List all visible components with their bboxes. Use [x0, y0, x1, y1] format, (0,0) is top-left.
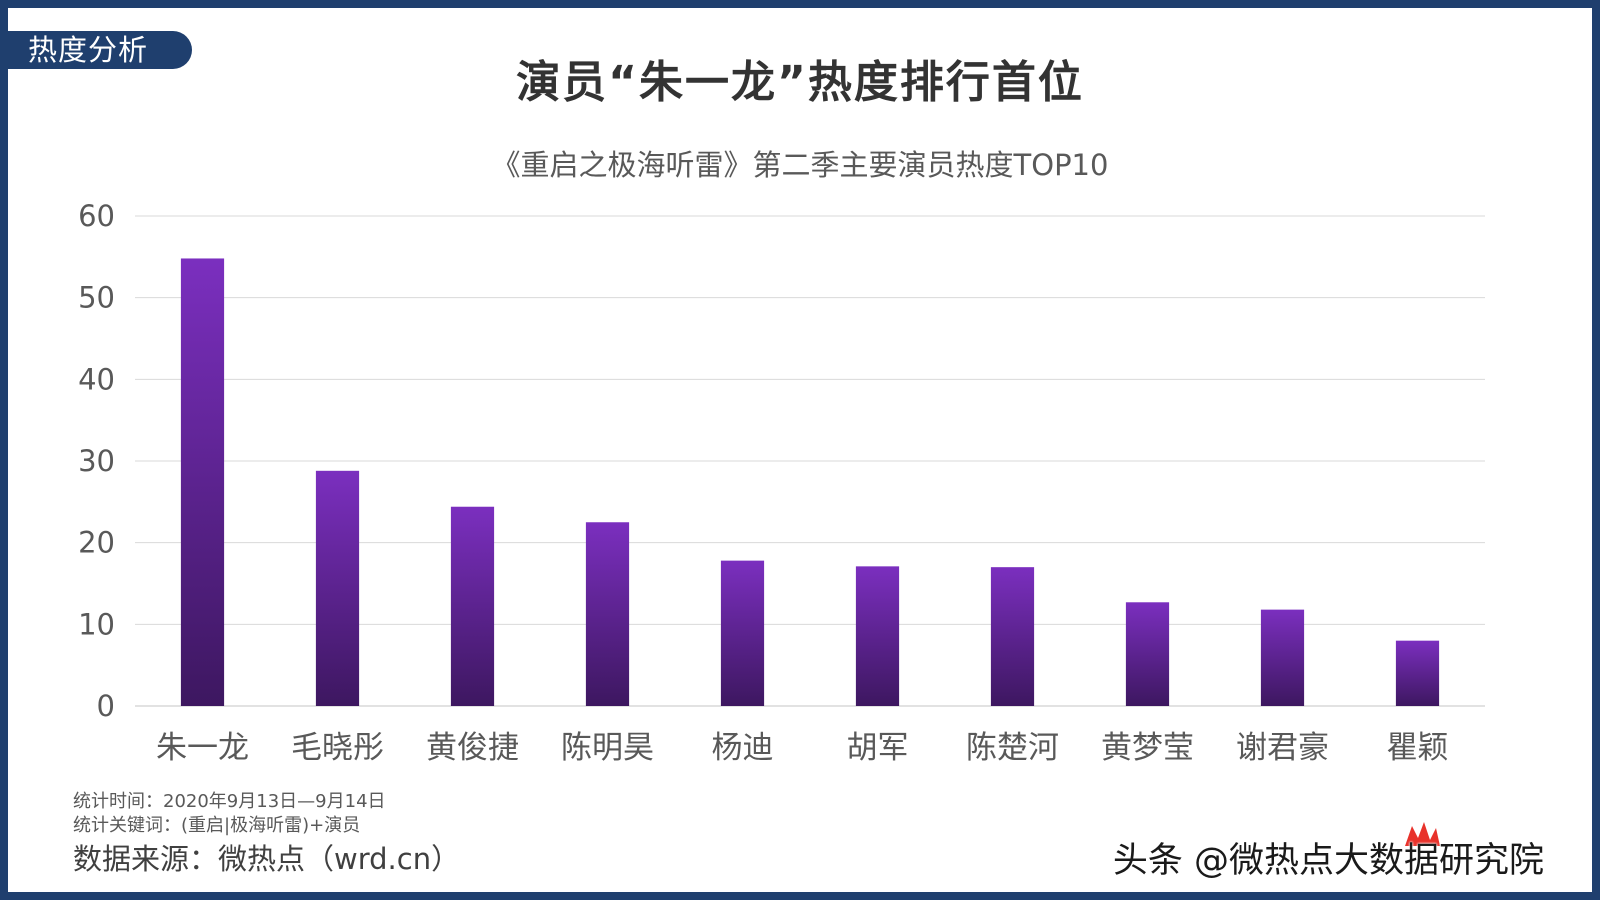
bar-2	[315, 470, 360, 706]
bar-6	[855, 566, 900, 706]
bar-8	[1125, 602, 1170, 706]
x-tick-label: 毛晓彤	[291, 730, 384, 766]
bar-5	[720, 560, 765, 706]
page-title: 演员“朱一龙”热度排行首位	[516, 57, 1084, 108]
y-tick-label: 50	[78, 281, 115, 315]
x-tick-label: 黄梦莹	[1101, 730, 1194, 766]
x-tick-label: 陈明昊	[561, 730, 654, 766]
bar-3	[450, 506, 495, 706]
bar-9	[1260, 609, 1305, 706]
x-axis-labels: 朱一龙 毛晓彤 黄俊捷 陈明昊 杨迪 胡军 陈楚河 黄梦莹 谢君豪 瞿颖	[156, 730, 1449, 766]
y-axis-ticks: 0 10 20 30 40 50 60	[78, 199, 115, 723]
x-tick-label: 瞿颖	[1387, 730, 1449, 766]
y-tick-label: 30	[78, 444, 115, 478]
y-tick-label: 0	[97, 689, 115, 723]
x-tick-label: 朱一龙	[156, 730, 249, 766]
grid-lines	[135, 215, 1485, 707]
flame-logo-icon	[1405, 822, 1440, 846]
watermark: 头条 @微热点大数据研究院	[1112, 841, 1544, 881]
stat-time: 统计时间：2020年9月13日—9月14日	[73, 791, 386, 812]
x-tick-label: 黄俊捷	[426, 730, 519, 766]
data-source: 数据来源：微热点（wrd.cn）	[73, 842, 461, 876]
stat-keywords: 统计关键词：(重启|极海听雷)+演员	[73, 815, 361, 836]
x-tick-label: 陈楚河	[966, 730, 1059, 766]
y-tick-label: 20	[78, 526, 115, 560]
x-tick-label: 杨迪	[712, 730, 774, 766]
bar-4	[585, 522, 630, 706]
chart-title: 《重启之极海听雷》第二季主要演员热度TOP10	[491, 148, 1109, 182]
bars	[180, 258, 1440, 706]
section-tag: 热度分析	[8, 31, 192, 69]
bar-1	[180, 258, 225, 706]
y-tick-label: 10	[78, 607, 115, 641]
x-tick-label: 胡军	[847, 730, 909, 766]
footer-notes: 统计时间：2020年9月13日—9月14日 统计关键词：(重启|极海听雷)+演员	[73, 790, 386, 838]
y-tick-label: 60	[78, 199, 115, 233]
bar-7	[990, 567, 1035, 706]
y-tick-label: 40	[78, 362, 115, 396]
bar-10	[1395, 640, 1440, 706]
x-tick-label: 谢君豪	[1236, 730, 1329, 766]
